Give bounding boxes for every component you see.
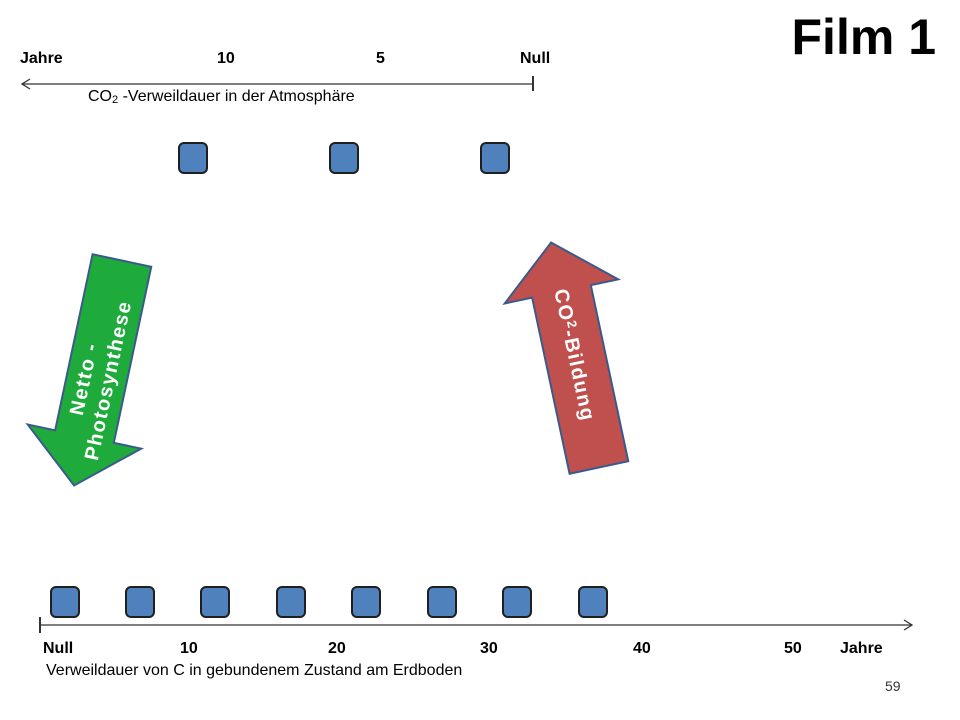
bottom-carbon-box — [578, 586, 608, 618]
top-carbon-box — [480, 142, 510, 174]
top-axis-label-null: Null — [520, 50, 551, 67]
top-carbon-box — [178, 142, 208, 174]
bottom-carbon-box — [351, 586, 381, 618]
bottom-axis-label-jahre: Jahre — [840, 640, 883, 657]
slide-title: Film 1 — [791, 9, 936, 65]
bottom-axis-label-30: 30 — [480, 640, 498, 657]
netto-photosynthese-arrow: Netto - Photosynthese — [25, 253, 153, 487]
bottom-axis-label-50: 50 — [784, 640, 802, 657]
top-carbon-box — [329, 142, 359, 174]
co2-bildung-arrow: CO2-Bildung — [502, 241, 630, 475]
bottom-axis-label-10: 10 — [180, 640, 198, 657]
bottom-carbon-box — [276, 586, 306, 618]
top-axis-caption: CO2 -Verweildauer in der Atmosphäre — [88, 88, 355, 106]
top-axis-label-10: 10 — [217, 50, 235, 67]
top-axis-label-5: 5 — [376, 50, 385, 67]
bottom-carbon-box — [502, 586, 532, 618]
top-axis-arrowhead — [20, 78, 31, 90]
page-number: 59 — [885, 678, 901, 694]
bottom-axis-label-null: Null — [43, 640, 74, 657]
bottom-carbon-box — [200, 586, 230, 618]
bottom-carbon-box — [427, 586, 457, 618]
bottom-carbon-box — [125, 586, 155, 618]
bottom-axis-arrowhead — [903, 619, 914, 631]
bottom-carbon-box — [50, 586, 80, 618]
bottom-axis-caption: Verweildauer von C in gebundenem Zustand… — [46, 662, 463, 679]
bottom-axis-label-40: 40 — [633, 640, 651, 657]
top-axis-label-jahre: Jahre — [20, 50, 63, 67]
bottom-axis-label-20: 20 — [328, 640, 346, 657]
